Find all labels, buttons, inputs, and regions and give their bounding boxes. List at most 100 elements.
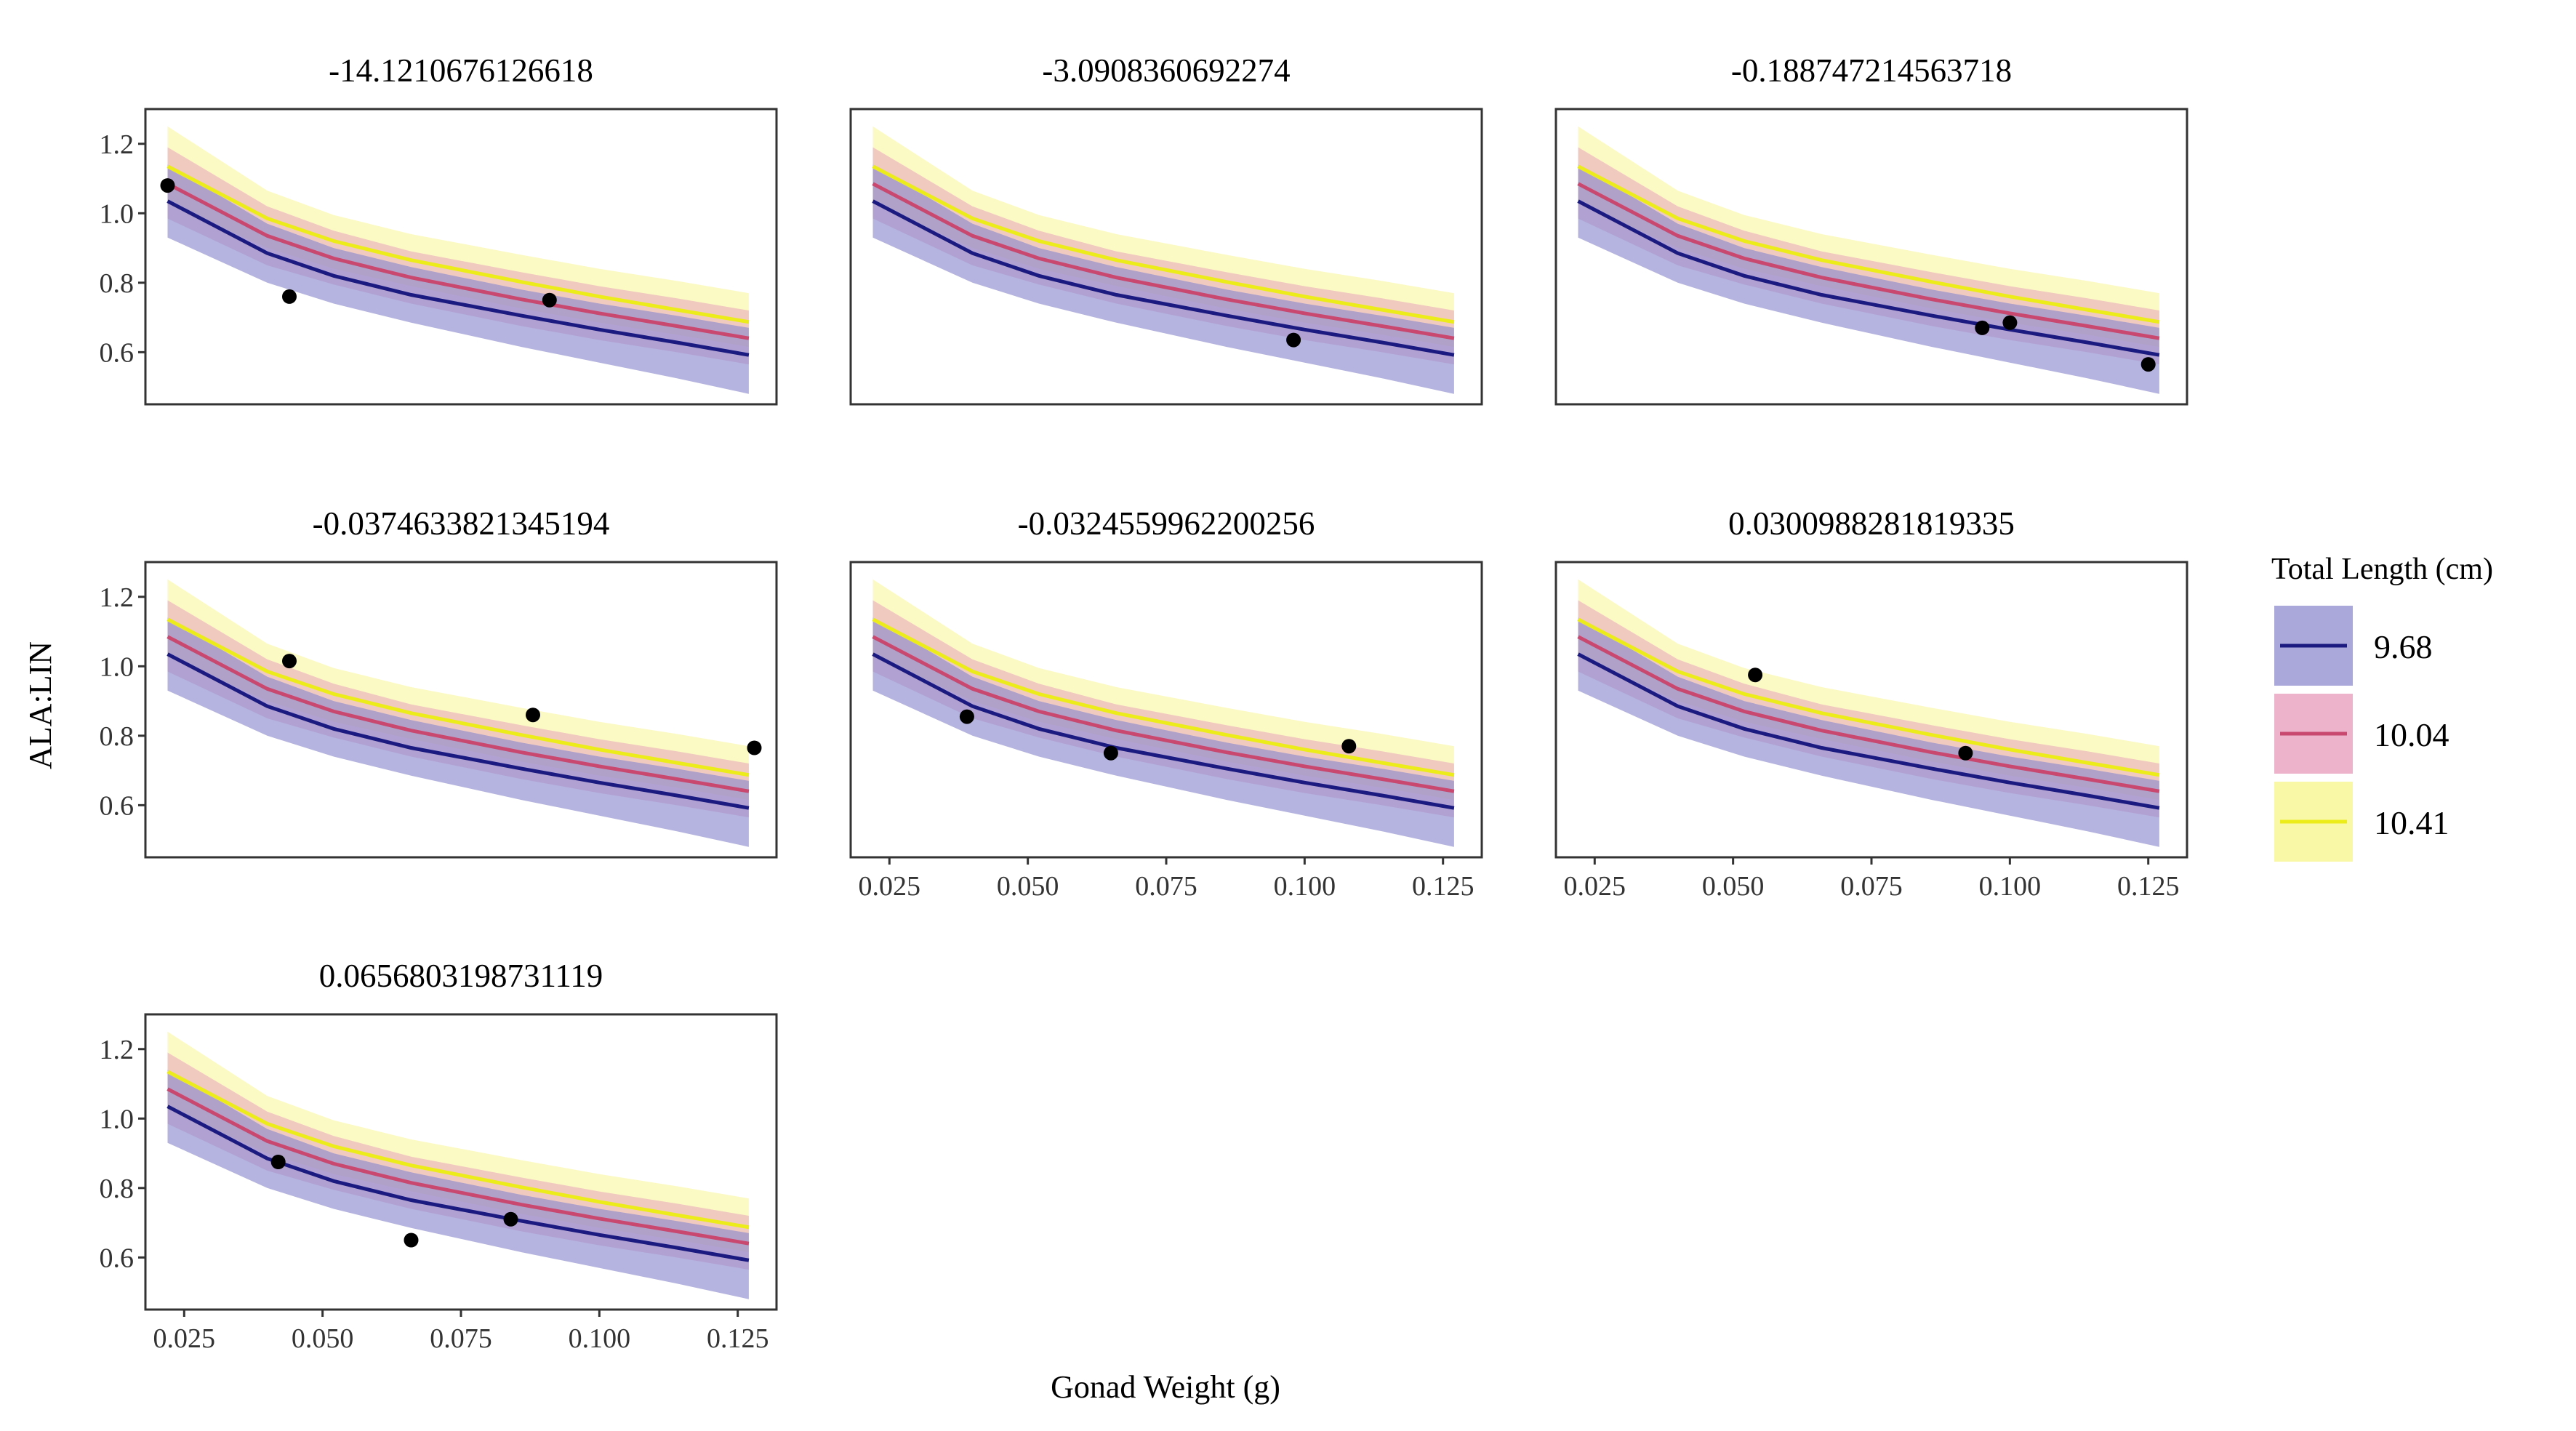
- legend-label: 10.04: [2374, 716, 2449, 753]
- y-tick-label: 0.8: [100, 1174, 135, 1204]
- legend-item: 9.68: [2274, 606, 2433, 686]
- ribbon-9.68: [872, 164, 1454, 394]
- y-tick-label: 1.2: [100, 582, 135, 613]
- facet-panel: -3.0908360692274: [849, 52, 1483, 406]
- data-point: [526, 708, 540, 723]
- x-tick-label: 0.025: [1564, 871, 1626, 902]
- x-tick-label: 0.050: [292, 1323, 354, 1354]
- x-tick-label: 0.075: [1840, 871, 1903, 902]
- series-line-10.04: [872, 182, 1455, 340]
- y-tick-label: 1.0: [100, 1104, 135, 1134]
- facet-panel: 0.0300988281819335 0.025 0.050 0.075 0.100 0.…: [1554, 505, 2188, 902]
- panel-title: 0.0300988281819335: [1728, 505, 2015, 542]
- data-point: [959, 709, 974, 724]
- ribbon-9.68: [1578, 617, 2159, 847]
- x-tick-label: 0.050: [997, 871, 1059, 902]
- panel-frame: [849, 108, 1483, 406]
- y-tick-label: 0.8: [100, 268, 135, 299]
- data-point: [1975, 320, 1990, 335]
- x-tick-label: 0.125: [2117, 871, 2180, 902]
- x-tick-label: 0.100: [1274, 871, 1336, 902]
- y-tick-label: 0.8: [100, 721, 135, 752]
- x-tick-label: 0.050: [1702, 871, 1765, 902]
- data-point: [1103, 745, 1118, 761]
- ribbon-9.68: [167, 164, 749, 394]
- series-line-10.41: [872, 617, 1455, 777]
- data-point: [282, 654, 297, 669]
- facet-panel: -0.188747214563718: [1554, 52, 2188, 406]
- x-tick-label: 0.100: [1979, 871, 2042, 902]
- legend-item: 10.04: [2274, 694, 2449, 774]
- series-line-9.68: [872, 652, 1455, 810]
- x-axis-title: Gonad Weight (g): [1051, 1369, 1280, 1405]
- facet-panel: 0.0656803198731119 0.6 0.8 1.0 1.2 0.025 0.050…: [100, 958, 778, 1354]
- series-line-10.04: [166, 182, 750, 340]
- data-point: [404, 1232, 419, 1248]
- x-tick-label: 0.025: [859, 871, 921, 902]
- x-tick-label: 0.125: [1412, 871, 1474, 902]
- legend-title: Total Length (cm): [2271, 553, 2493, 586]
- panel-title: -14.1210676126618: [329, 52, 593, 89]
- y-tick-label: 1.0: [100, 652, 135, 682]
- facet-panel: -0.0324559962200256 0.025 0.050 0.075 0.100 0…: [849, 505, 1483, 902]
- series-line-10.04: [166, 1087, 750, 1246]
- x-tick-label: 0.075: [1135, 871, 1197, 902]
- series-line-10.41: [166, 164, 750, 324]
- y-tick-label: 1.2: [100, 1035, 135, 1065]
- panel-title: 0.0656803198731119: [319, 958, 603, 994]
- panels-layer: -14.1210676126618 0.6 0.8 1.0 1.2 -3.09083606…: [100, 52, 2188, 1354]
- series-line-9.68: [166, 199, 750, 357]
- data-point: [503, 1211, 518, 1227]
- data-point: [1341, 739, 1357, 754]
- panel-frame: [144, 108, 778, 406]
- series-line-9.68: [166, 652, 750, 810]
- data-point: [270, 1155, 286, 1169]
- ribbon-9.68: [872, 617, 1454, 847]
- series-line-10.41: [166, 1070, 750, 1230]
- y-tick-label: 1.0: [100, 199, 135, 229]
- panel-frame: [1554, 108, 2188, 406]
- series-line-10.41: [1577, 164, 2160, 324]
- legend-label: 10.41: [2374, 804, 2449, 841]
- series-line-10.04: [166, 635, 750, 793]
- series-line-9.68: [1577, 652, 2160, 810]
- x-tick-label: 0.025: [153, 1323, 216, 1354]
- legend-label: 9.68: [2374, 628, 2433, 665]
- data-point: [1748, 668, 1763, 683]
- facet-panel: -14.1210676126618 0.6 0.8 1.0 1.2: [100, 52, 778, 406]
- x-tick-label: 0.125: [707, 1323, 769, 1354]
- y-tick-label: 1.2: [100, 129, 135, 160]
- x-tick-label: 0.100: [569, 1323, 631, 1354]
- ribbon-9.68: [167, 1070, 749, 1299]
- y-tick-label: 0.6: [100, 337, 135, 368]
- data-point: [1286, 332, 1301, 348]
- data-point: [2140, 357, 2156, 372]
- x-tick-label: 0.075: [430, 1323, 492, 1354]
- data-point: [747, 740, 762, 755]
- series-line-10.04: [872, 635, 1455, 793]
- y-tick-label: 0.6: [100, 1243, 135, 1273]
- facet-panel: -0.0374633821345194 0.6 0.8 1.0 1.2: [100, 505, 778, 859]
- data-point: [282, 289, 297, 304]
- series-line-10.41: [1577, 617, 2160, 777]
- series-line-10.41: [166, 617, 750, 777]
- panel-frame: [144, 561, 778, 859]
- data-point: [1958, 745, 1973, 761]
- data-point: [2002, 315, 2018, 330]
- legend: Total Length (cm) 9.68 10.04 10.41: [2271, 553, 2493, 862]
- panel-title: -0.0374633821345194: [313, 505, 610, 542]
- series-line-10.04: [1577, 182, 2160, 340]
- panel-title: -3.0908360692274: [1042, 52, 1290, 89]
- data-point: [160, 178, 175, 193]
- ribbon-9.68: [167, 617, 749, 847]
- series-line-10.41: [872, 164, 1455, 324]
- data-point: [542, 292, 557, 308]
- y-axis-title: ALA:LIN: [23, 641, 58, 769]
- legend-item: 10.41: [2274, 782, 2449, 862]
- series-line-9.68: [872, 199, 1455, 357]
- y-tick-label: 0.6: [100, 790, 135, 821]
- ribbon-9.68: [1578, 164, 2159, 394]
- series-line-10.04: [1577, 635, 2160, 793]
- panel-title: -0.188747214563718: [1731, 52, 2012, 89]
